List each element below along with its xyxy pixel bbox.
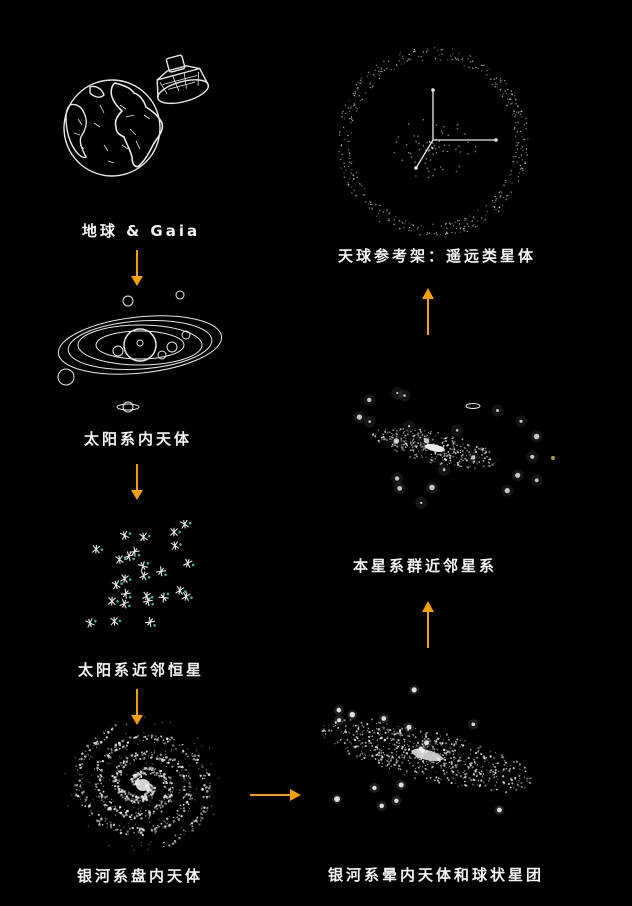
node-label-local-group: 本星系群近邻星系 — [352, 557, 498, 575]
node-label-galactic-disk: 银河系盘内天体 — [76, 867, 204, 885]
celestial-sphere-axes-icon — [338, 47, 529, 238]
node-label-solar-system: 太阳系内天体 — [83, 430, 193, 448]
arrow-up-halo-to-local — [422, 601, 434, 648]
star-cluster-icon — [85, 519, 195, 628]
arrow-right-disk-to-halo — [250, 789, 301, 801]
solar-system-icon — [57, 290, 223, 413]
node-label-celestial-frame: 天球参考架：遥远类星体 — [337, 247, 537, 265]
arrow-down-stars-to-disk — [131, 689, 143, 725]
arrow-down-solar-to-stars — [131, 464, 143, 500]
local-group-galaxies-icon — [353, 387, 555, 509]
arrow-down-earth-to-solar — [131, 250, 143, 286]
edge-on-galaxy-icon — [321, 684, 532, 815]
spiral-galaxy-icon — [64, 716, 220, 851]
arrow-up-local-to-frame — [422, 288, 434, 335]
earth-and-gaia-satellite-icon — [63, 54, 210, 177]
node-label-galactic-halo: 银河系晕内天体和球状星团 — [327, 866, 545, 884]
node-label-nearby-stars: 太阳系近邻恒星 — [77, 661, 205, 679]
node-label-earth-gaia: 地球 & Gaia — [81, 222, 201, 240]
